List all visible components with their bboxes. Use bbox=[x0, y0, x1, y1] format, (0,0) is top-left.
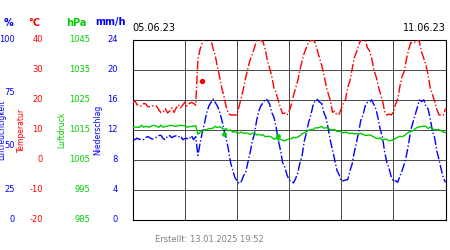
Text: 1035: 1035 bbox=[69, 66, 90, 74]
Text: Niederschlag: Niederschlag bbox=[94, 105, 103, 155]
Point bbox=[198, 79, 206, 83]
Text: 75: 75 bbox=[4, 88, 15, 97]
Text: 1025: 1025 bbox=[69, 96, 90, 104]
Text: 1045: 1045 bbox=[69, 36, 90, 44]
Text: Luftfeuchtigkeit: Luftfeuchtigkeit bbox=[0, 100, 6, 160]
Text: 1015: 1015 bbox=[69, 126, 90, 134]
Text: 30: 30 bbox=[32, 66, 43, 74]
Text: 4: 4 bbox=[112, 186, 118, 194]
Text: 12: 12 bbox=[108, 126, 118, 134]
Text: 985: 985 bbox=[74, 216, 90, 224]
Text: 20: 20 bbox=[32, 96, 43, 104]
Text: hPa: hPa bbox=[66, 18, 87, 28]
Point bbox=[274, 134, 282, 138]
Text: 16: 16 bbox=[107, 96, 118, 104]
Text: 0: 0 bbox=[9, 216, 15, 224]
Text: 0: 0 bbox=[112, 216, 118, 224]
Text: 25: 25 bbox=[4, 186, 15, 194]
Text: Erstellt: 13.01.2025 19:52: Erstellt: 13.01.2025 19:52 bbox=[155, 235, 264, 244]
Text: 0: 0 bbox=[37, 156, 43, 164]
Text: 995: 995 bbox=[74, 186, 90, 194]
Text: 20: 20 bbox=[108, 66, 118, 74]
Text: Temperatur: Temperatur bbox=[17, 108, 26, 152]
Point bbox=[220, 132, 228, 136]
Text: %: % bbox=[4, 18, 14, 28]
Text: -10: -10 bbox=[29, 186, 43, 194]
Text: 40: 40 bbox=[32, 36, 43, 44]
Text: -20: -20 bbox=[29, 216, 43, 224]
Text: 50: 50 bbox=[4, 140, 15, 149]
Text: °C: °C bbox=[28, 18, 40, 28]
Text: Luftdruck: Luftdruck bbox=[58, 112, 67, 148]
Text: 24: 24 bbox=[108, 36, 118, 44]
Text: 1005: 1005 bbox=[69, 156, 90, 164]
Text: 8: 8 bbox=[112, 156, 118, 164]
Text: 05.06.23: 05.06.23 bbox=[133, 23, 176, 33]
Text: 11.06.23: 11.06.23 bbox=[403, 23, 446, 33]
Text: mm/h: mm/h bbox=[95, 18, 126, 28]
Text: 10: 10 bbox=[32, 126, 43, 134]
Text: 100: 100 bbox=[0, 36, 15, 44]
